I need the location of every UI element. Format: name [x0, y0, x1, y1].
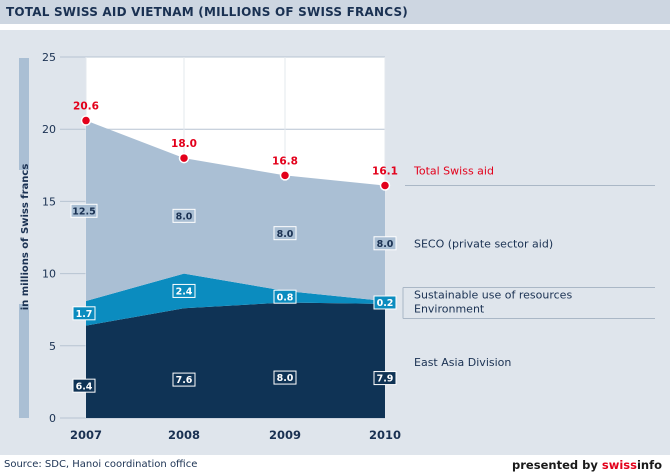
total-point [80, 115, 92, 126]
total-value-label: 20.6 [73, 101, 99, 113]
legend-environment-label: Environment [414, 302, 485, 315]
value-label: 2.4 [176, 287, 193, 298]
presented-by-text: presented by [512, 458, 598, 472]
title-bar: TOTAL SWISS AID VIETNAM (MILLIONS OF SWI… [0, 0, 670, 24]
brand-logo[interactable]: swissinfo [602, 458, 662, 472]
value-label: 8.0 [277, 229, 294, 240]
y-tick-label: 20 [42, 123, 56, 136]
value-label: 12.5 [72, 206, 95, 217]
value-box [72, 306, 96, 321]
source-note: Source: SDC, Hanoi coordination office [4, 459, 198, 470]
x-tick-label: 2007 [70, 428, 102, 442]
y-tick-label: 15 [42, 195, 56, 208]
value-box [172, 208, 196, 223]
value-label: 7.9 [377, 374, 394, 385]
y-tick-label: 10 [42, 268, 56, 281]
y-axis-title: in millions of Swiss francs [20, 164, 31, 311]
x-tick-label: 2008 [168, 428, 200, 442]
value-label: 8.0 [377, 239, 394, 250]
y-axis: 0 5 10 15 20 25 in millions of Swiss francs [19, 51, 56, 425]
area-sustainable-use [86, 273, 385, 326]
y-tick-label: 5 [49, 340, 56, 353]
value-label: 8.0 [277, 373, 294, 384]
y-tick-label: 25 [42, 51, 56, 64]
stacked-areas [86, 120, 385, 418]
value-box [273, 370, 297, 385]
data-labels: 20.6 18.0 16.8 16.1 6.4 7.6 8.0 7.9 1.7 2.4 0.8 0.2… [70, 101, 398, 393]
area-seco [86, 120, 385, 302]
value-box [72, 378, 96, 393]
value-box [70, 203, 98, 218]
value-label: 0.8 [277, 292, 294, 303]
total-point [178, 152, 190, 164]
y-tick-label: 0 [49, 412, 56, 425]
legend: Total Swiss aid SECO (private sector aid)… [402, 165, 655, 369]
value-box [373, 371, 397, 386]
presented-by: presented by swissinfo [512, 458, 662, 472]
total-markers [80, 115, 391, 191]
value-box [172, 372, 196, 387]
y-axis-title-gap [19, 170, 29, 304]
x-tick-label: 2009 [269, 428, 301, 442]
value-label: 6.4 [76, 381, 93, 392]
x-axis: 2007 2008 2009 2010 [70, 428, 401, 442]
value-label: 1.7 [76, 309, 93, 320]
total-value-label: 18.0 [171, 138, 197, 150]
legend-sustainable-label: Sustainable use of resources [414, 288, 572, 301]
value-box [273, 289, 297, 304]
value-box [373, 236, 397, 251]
total-point [279, 170, 291, 181]
legend-total-label: Total Swiss aid [413, 165, 494, 178]
value-label: 8.0 [176, 211, 193, 222]
legend-seco-label: SECO (private sector aid) [414, 237, 553, 250]
value-box [373, 295, 397, 310]
total-point [379, 180, 391, 191]
value-label: 0.2 [377, 298, 394, 309]
total-value-label: 16.8 [272, 155, 298, 167]
total-value-label: 16.1 [372, 166, 398, 178]
brand-prefix: swiss [601, 458, 637, 472]
value-box [172, 283, 196, 298]
chart-title: TOTAL SWISS AID VIETNAM (MILLIONS OF SWI… [6, 5, 408, 19]
legend-east-asia-label: East Asia Division [414, 356, 511, 369]
area-east-asia-division [86, 302, 385, 418]
x-tick-label: 2010 [369, 428, 401, 442]
value-box [273, 226, 297, 241]
value-label: 7.6 [176, 375, 193, 386]
brand-suffix: info [636, 458, 662, 472]
